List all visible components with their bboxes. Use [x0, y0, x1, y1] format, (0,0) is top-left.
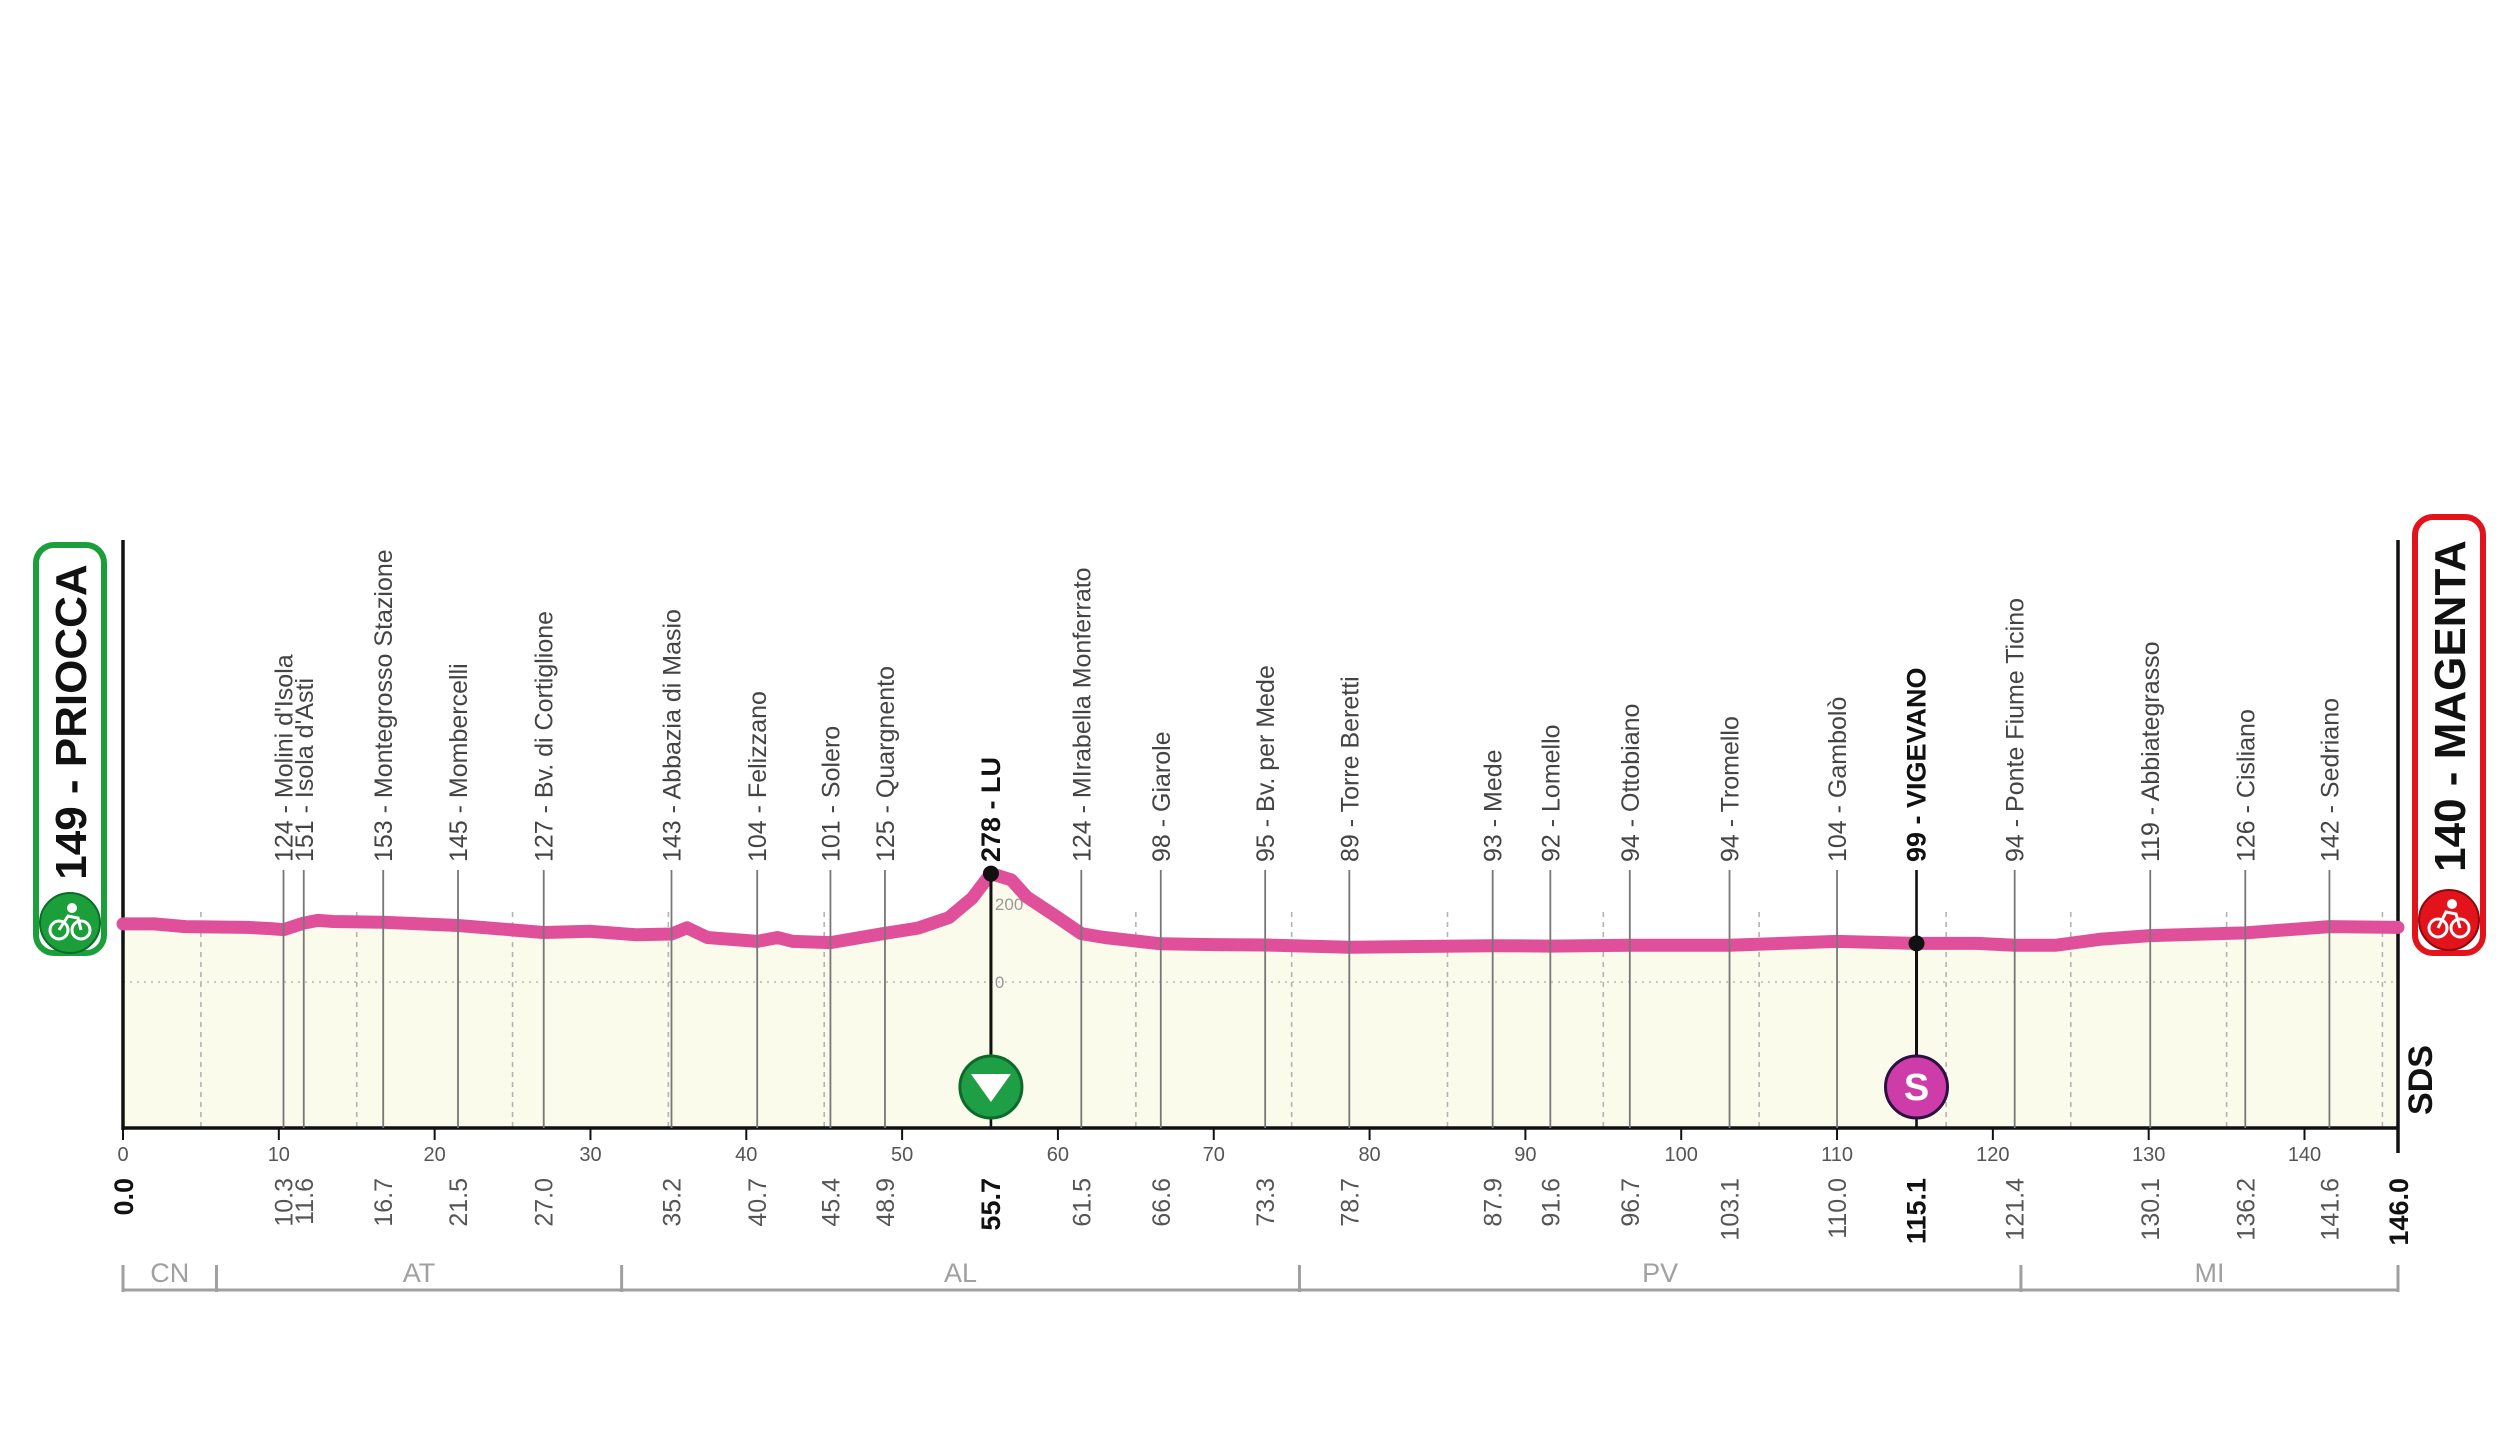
x-tick-label-0: 0 — [117, 1144, 128, 1166]
locality-km-19: 115.1 — [1902, 1178, 1932, 1244]
locality-km-4: 27.0 — [531, 1178, 559, 1227]
province-label-at: AT — [403, 1258, 436, 1288]
profile-area-fill — [123, 873, 2398, 1128]
locality-km-0: 10.3 — [270, 1178, 298, 1227]
locality-km-21: 130.1 — [2137, 1178, 2165, 1241]
locality-km-23: 141.6 — [2316, 1178, 2344, 1241]
locality-name-21: 119 - Abbiategrasso — [2137, 641, 2165, 862]
locality-name-11: 98 - Giarole — [1148, 731, 1176, 862]
x-tick-label-10: 10 — [268, 1144, 290, 1166]
locality-name-19: 99 - VIGEVANO — [1902, 667, 1932, 862]
finish-cyclist-wheel-back — [2427, 917, 2449, 939]
locality-name-0: 124 - Molini d'Isola — [270, 654, 298, 862]
x-tick-label-90: 90 — [1514, 1144, 1536, 1166]
x-tick-label-110: 110 — [1821, 1144, 1853, 1166]
locality-name-2: 153 - Montegrosso Stazione — [370, 549, 398, 862]
gpm-summit-dot — [982, 865, 999, 882]
locality-name-23: 142 - Sedriano — [2316, 698, 2344, 862]
locality-name-5: 143 - Abbazia di Masio — [658, 609, 686, 862]
locality-km-15: 91.6 — [1537, 1178, 1565, 1227]
finish-cyclist-body — [2436, 910, 2462, 929]
endpoint-km-1: 146.0 — [2384, 1178, 2414, 1246]
locality-km-22: 136.2 — [2232, 1178, 2260, 1241]
locality-km-16: 96.7 — [1617, 1178, 1645, 1227]
elevation-profile-line — [116, 867, 2405, 954]
start-cyclist-head — [67, 903, 77, 913]
locality-km-14: 87.9 — [1480, 1178, 1508, 1227]
intermediate-sprint-icon — [1884, 1054, 1950, 1120]
locality-name-22: 126 - Cisliano — [2232, 709, 2260, 862]
locality-name-8: 125 - Quargnento — [872, 666, 900, 862]
province-label-pv: PV — [1642, 1258, 1678, 1288]
locality-km-6: 40.7 — [744, 1178, 772, 1227]
x-tick-label-50: 50 — [891, 1144, 913, 1166]
sprint-letter: S — [1904, 1067, 1929, 1109]
sds-logo: SDS — [2402, 1045, 2440, 1115]
x-tick-label-70: 70 — [1203, 1144, 1225, 1166]
elevation-label-200: 200 — [995, 895, 1023, 914]
locality-name-16: 94 - Ottobiano — [1617, 704, 1645, 862]
x-tick-label-120: 120 — [1976, 1144, 2009, 1166]
locality-km-1: 11.6 — [291, 1178, 319, 1225]
start-cyclist-icon — [39, 892, 101, 954]
endpoint-km-0: 0.0 — [109, 1178, 139, 1216]
finish-badge: 140 - MAGENTA — [2412, 514, 2486, 956]
locality-name-1: 151 - Isola d'Asti — [291, 678, 319, 862]
x-tick-label-130: 130 — [2132, 1144, 2165, 1166]
locality-km-7: 45.4 — [817, 1178, 845, 1227]
x-tick-label-100: 100 — [1665, 1144, 1698, 1166]
locality-km-20: 121.4 — [2002, 1178, 2030, 1241]
finish-badge-frame — [2412, 514, 2486, 956]
x-tick-label-60: 60 — [1047, 1144, 1069, 1166]
locality-name-9: 278 - LU — [976, 757, 1006, 862]
locality-name-14: 93 - Mede — [1480, 749, 1508, 862]
x-tick-label-80: 80 — [1358, 1144, 1380, 1166]
province-label-cn: CN — [150, 1258, 189, 1288]
locality-name-7: 101 - Solero — [817, 726, 845, 862]
finish-cyclist-head — [2447, 899, 2457, 909]
locality-km-11: 66.6 — [1148, 1178, 1176, 1227]
start-badge-label: 149 - PRIOCCA — [47, 564, 96, 879]
locality-km-2: 16.7 — [370, 1178, 398, 1227]
locality-km-9: 55.7 — [976, 1178, 1006, 1231]
locality-name-10: 124 - MIrabella Monferrato — [1068, 567, 1096, 862]
locality-km-5: 35.2 — [658, 1178, 686, 1227]
start-badge: 149 - PRIOCCA — [33, 542, 107, 956]
locality-km-18: 110.0 — [1824, 1178, 1852, 1239]
gpm-triangle-glyph — [970, 1074, 1011, 1102]
province-label-mi: MI — [2194, 1258, 2224, 1288]
x-tick-label-20: 20 — [424, 1144, 446, 1166]
locality-km-10: 61.5 — [1068, 1178, 1096, 1227]
locality-name-20: 94 - Ponte Fiume Ticino — [2002, 598, 2030, 862]
locality-km-8: 48.9 — [872, 1178, 900, 1227]
x-tick-label-30: 30 — [579, 1144, 601, 1166]
locality-name-12: 95 - Bv. per Mede — [1252, 665, 1280, 862]
province-label-al: AL — [944, 1258, 977, 1288]
locality-name-13: 89 - Torre Beretti — [1336, 676, 1364, 862]
locality-name-18: 104 - Gambolò — [1824, 697, 1852, 862]
x-tick-label-40: 40 — [735, 1144, 757, 1166]
sprint-point-dot — [1908, 935, 1925, 952]
locality-km-13: 78.7 — [1336, 1178, 1364, 1227]
locality-name-17: 94 - Tromello — [1717, 716, 1745, 862]
finish-cyclist-icon — [2418, 889, 2480, 951]
start-cyclist-wheel-back — [48, 919, 70, 941]
elevation-label-0: 0 — [995, 973, 1004, 992]
start-cyclist-body — [57, 914, 83, 931]
locality-km-17: 103.1 — [1717, 1178, 1745, 1241]
x-tick-label-140: 140 — [2288, 1144, 2321, 1166]
finish-badge-label: 140 - MAGENTA — [2426, 540, 2475, 872]
locality-km-12: 73.3 — [1252, 1178, 1280, 1227]
locality-name-3: 145 - Mombercelli — [445, 663, 473, 862]
locality-name-6: 104 - Felizzano — [744, 691, 772, 862]
start-cyclist-wheel-front — [70, 919, 92, 941]
locality-name-4: 127 - Bv. di Cortiglione — [531, 611, 559, 862]
finish-cyclist-wheel-front — [2449, 917, 2471, 939]
locality-km-3: 21.5 — [445, 1178, 473, 1227]
locality-name-15: 92 - Lomello — [1537, 724, 1565, 862]
